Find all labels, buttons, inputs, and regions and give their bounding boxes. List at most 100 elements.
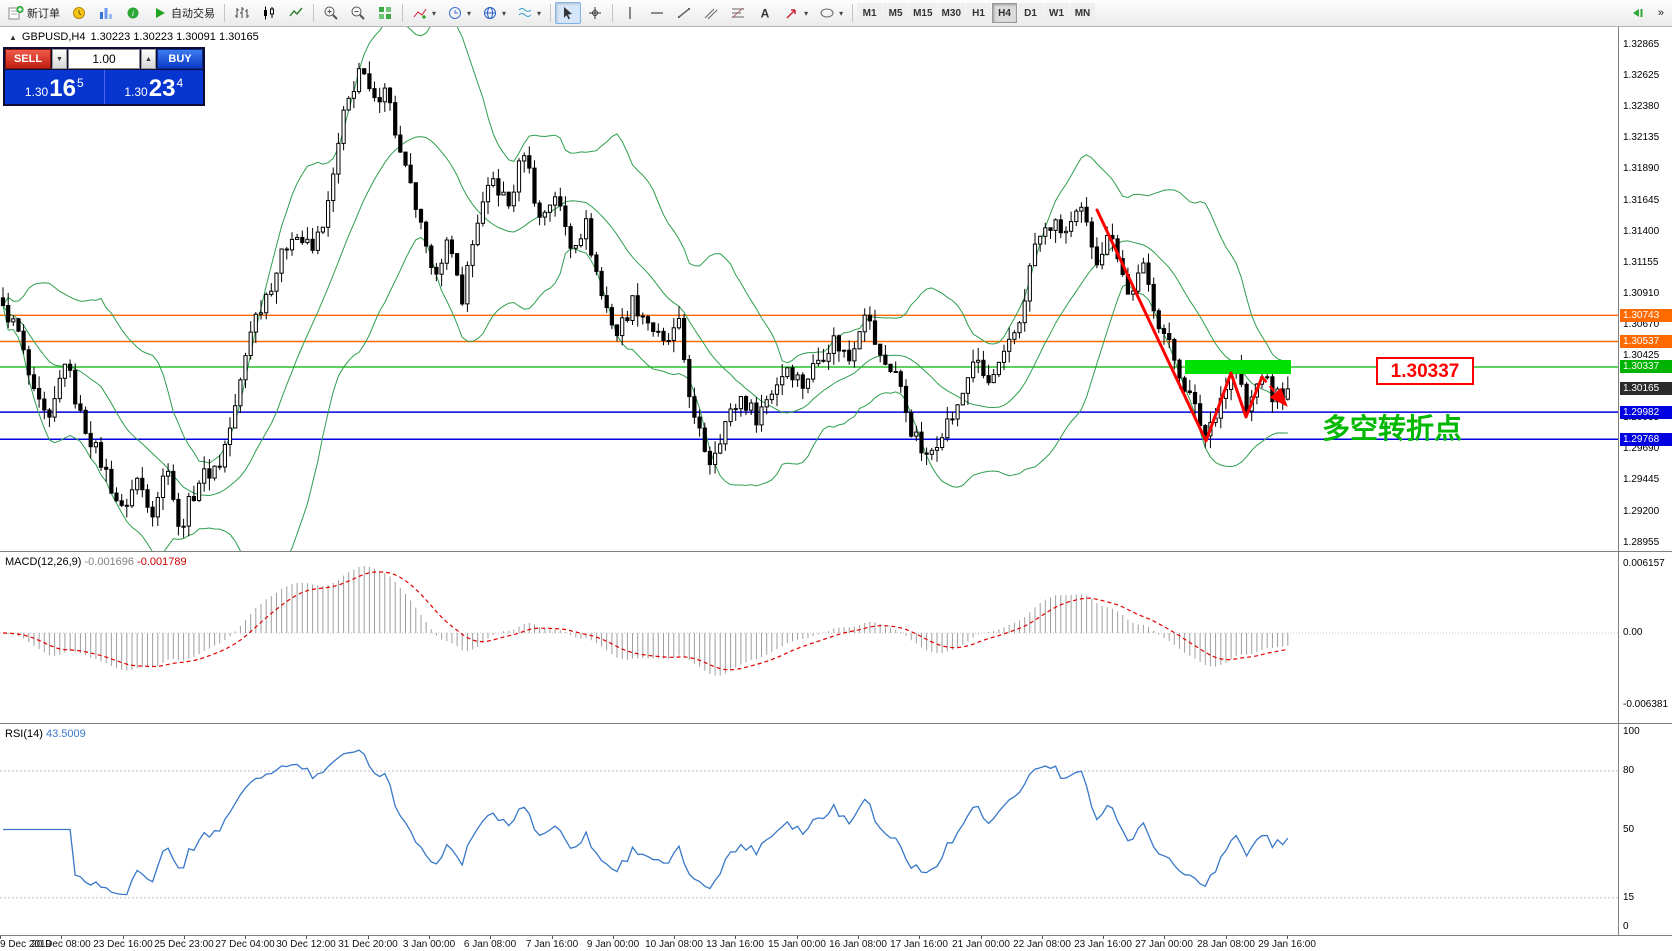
templates-icon xyxy=(518,8,532,17)
chevron-down-icon: ▾ xyxy=(432,8,437,18)
one-click-collapse-icon[interactable]: ▲ xyxy=(9,32,17,42)
rsi-tick-label: 50 xyxy=(1623,824,1635,835)
tile-windows-button[interactable] xyxy=(372,2,398,24)
cursor-icon xyxy=(564,7,573,20)
candlestick-chart[interactable]: 多空转折点 1.30337 xyxy=(0,27,1618,551)
timeframe-mn-button[interactable]: MN xyxy=(1070,3,1095,23)
timeframe-m1-button[interactable]: M1 xyxy=(857,3,883,23)
sell-price-display[interactable]: 1.30 16 5 xyxy=(5,70,104,104)
chevron-down-icon: ▾ xyxy=(804,8,809,18)
rsi-indicator-chart[interactable] xyxy=(0,724,1618,935)
candlestick-chart-button[interactable] xyxy=(256,2,282,24)
rsi-tick-label: 0 xyxy=(1623,921,1629,932)
auto-scroll-button[interactable] xyxy=(1625,2,1651,24)
shapes-tool-button[interactable]: ▾ xyxy=(814,2,848,24)
time-axis-label: 10 Jan 08:00 xyxy=(645,939,703,950)
market-watch-button[interactable] xyxy=(66,2,92,24)
periods-clock-icon xyxy=(449,7,462,19)
svg-text:1.30337: 1.30337 xyxy=(1391,361,1460,382)
macd-indicator-chart[interactable] xyxy=(0,552,1618,723)
time-axis-label: 30 Dec 12:00 xyxy=(276,939,336,950)
periods-button[interactable]: ▾ xyxy=(442,2,476,24)
timeframe-h1-button[interactable]: H1 xyxy=(966,3,991,23)
zoom-in-button[interactable] xyxy=(318,2,344,24)
level-price-tag: 1.30537 xyxy=(1620,335,1672,348)
buy-price-prefix: 1.30 xyxy=(124,85,148,99)
level-price-tag: 1.30743 xyxy=(1620,309,1672,322)
macd-tick-label: -0.006381 xyxy=(1623,699,1669,710)
time-tick xyxy=(797,936,798,939)
price-tick-label: 1.30425 xyxy=(1623,350,1660,361)
lot-increase-button[interactable]: ▲ xyxy=(141,49,156,69)
symbols-button[interactable]: ▾ xyxy=(477,2,511,24)
cursor-tool-button[interactable] xyxy=(555,2,582,24)
trendline-tool-button[interactable] xyxy=(671,2,697,24)
lot-decrease-button[interactable]: ▼ xyxy=(52,49,67,69)
zoom-out-button[interactable] xyxy=(345,2,371,24)
data-window-icon xyxy=(100,8,112,19)
buy-price-display[interactable]: 1.30 23 4 xyxy=(104,70,203,104)
svg-text:多空转折点: 多空转折点 xyxy=(1322,412,1462,444)
macd-signal-value: -0.001789 xyxy=(137,556,187,568)
time-tick xyxy=(981,936,982,939)
horizontal-line-tool-button[interactable] xyxy=(644,2,670,24)
fibonacci-tool-button[interactable] xyxy=(725,2,751,24)
crosshair-tool-button[interactable] xyxy=(582,2,608,24)
templates-button[interactable]: ▾ xyxy=(512,2,546,24)
crosshair-icon xyxy=(589,7,602,19)
price-tick-label: 1.29445 xyxy=(1623,474,1660,485)
time-tick xyxy=(368,936,369,939)
time-tick xyxy=(613,936,614,939)
time-axis[interactable]: 9 Dec 2019 20 Dec 08:00 23 Dec 16:00 25 Dec… xyxy=(0,935,1672,951)
price-scale[interactable]: 1.32865 1.32625 1.32380 1.32135 1.31890 1.316… xyxy=(1618,27,1672,935)
toolbar-overflow-button[interactable]: » xyxy=(1653,2,1669,24)
panel-separator[interactable] xyxy=(0,723,1672,724)
chevron-down-icon: ▾ xyxy=(467,8,472,18)
time-axis-label: 16 Jan 08:00 xyxy=(829,939,887,950)
time-axis-label: 22 Jan 08:00 xyxy=(1013,939,1071,950)
bar-chart-button[interactable] xyxy=(229,2,255,24)
indicators-button[interactable]: ▾ xyxy=(407,2,441,24)
svg-text:A: A xyxy=(761,7,770,21)
buy-price-pips: 23 xyxy=(148,75,176,102)
price-tick-label: 1.31890 xyxy=(1623,163,1660,174)
line-chart-button[interactable] xyxy=(283,2,309,24)
line-chart-icon xyxy=(289,7,303,17)
time-tick xyxy=(61,936,62,939)
time-tick xyxy=(552,936,553,939)
text-tool-button[interactable]: A xyxy=(752,2,778,24)
arrows-tool-button[interactable]: ▾ xyxy=(779,2,813,24)
price-tick-label: 1.29200 xyxy=(1623,506,1660,517)
data-window-button[interactable] xyxy=(93,2,119,24)
one-click-trading-widget: SELL ▼ ▲ BUY 1.30 16 5 1.30 23 4 xyxy=(3,47,205,106)
timeframe-m30-button[interactable]: M30 xyxy=(937,3,965,23)
time-axis-label: 20 Dec 08:00 xyxy=(31,939,91,950)
toolbar-separator xyxy=(852,4,854,22)
buy-button[interactable]: BUY xyxy=(157,49,203,69)
price-tick-label: 1.32380 xyxy=(1623,101,1660,112)
time-axis-label: 25 Dec 23:00 xyxy=(154,939,214,950)
navigator-button[interactable]: i xyxy=(120,2,146,24)
new-order-icon xyxy=(8,5,24,20)
panel-separator[interactable] xyxy=(0,551,1672,552)
vertical-line-tool-button[interactable] xyxy=(617,2,643,24)
timeframe-m15-button[interactable]: M15 xyxy=(909,3,937,23)
timeframe-h4-button[interactable]: H4 xyxy=(992,3,1017,23)
macd-main-value: -0.001696 xyxy=(84,556,135,568)
time-axis-label: 27 Dec 04:00 xyxy=(215,939,275,950)
timeframe-m5-button[interactable]: M5 xyxy=(883,3,909,23)
timeframe-w1-button[interactable]: W1 xyxy=(1044,3,1069,23)
quote-readout: ▲ GBPUSD,H4 1.30223 1.30223 1.30091 1.30… xyxy=(9,31,259,43)
time-tick xyxy=(919,936,920,939)
timeframe-d1-button[interactable]: D1 xyxy=(1018,3,1043,23)
new-order-button[interactable]: 新订单 xyxy=(3,2,65,24)
fibonacci-icon xyxy=(731,7,745,19)
lot-size-input[interactable] xyxy=(68,49,140,69)
ohlc-readout: 1.30223 1.30223 1.30091 1.30165 xyxy=(90,31,259,43)
channel-tool-button[interactable] xyxy=(698,2,724,24)
symbol-period-label: GBPUSD,H4 xyxy=(21,31,86,43)
sell-button[interactable]: SELL xyxy=(5,49,51,69)
autotrading-button[interactable]: 自动交易 xyxy=(147,2,220,24)
level-price-tag: 1.29768 xyxy=(1620,433,1672,446)
